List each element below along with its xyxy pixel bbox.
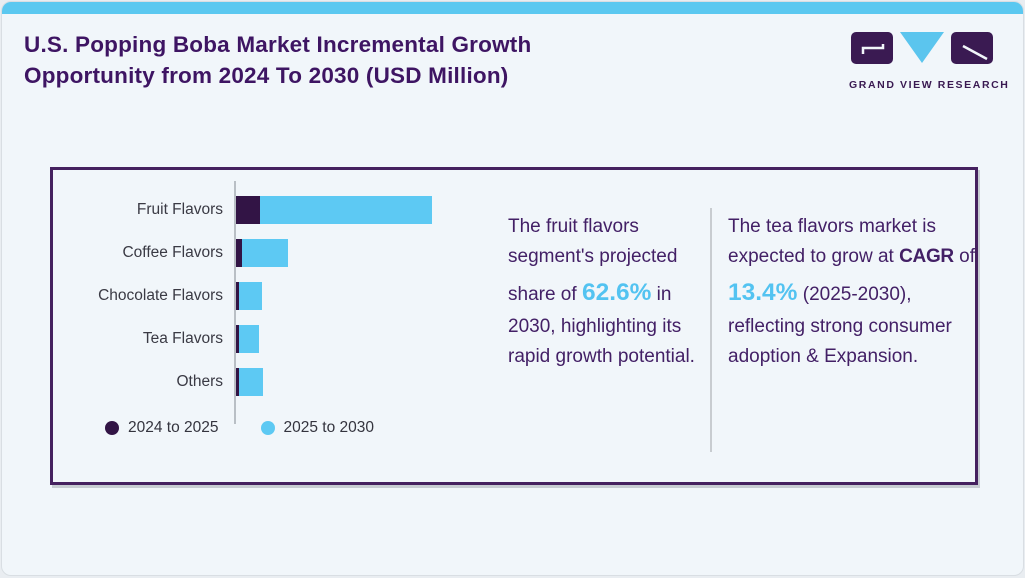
- legend-dot-icon: [260, 421, 275, 435]
- legend-label: 2025 to 2030: [283, 419, 375, 436]
- bar-segment-2024-to-2025: [235, 238, 242, 267]
- category-label: Coffee Flavors: [122, 243, 223, 261]
- chart-row: Coffee Flavors: [65, 231, 505, 274]
- bar-segment-2025-to-2030: [260, 195, 432, 224]
- bar-segment-2025-to-2030: [242, 238, 288, 267]
- legend-label: 2024 to 2025: [128, 419, 219, 436]
- chart-legend: 2024 to 2025 2025 to 2030: [105, 419, 505, 437]
- insight-highlight-value: 62.6%: [581, 278, 652, 306]
- category-label: Others: [176, 372, 223, 390]
- insight-text: in 2030, highlighting its rapid growth p…: [508, 283, 695, 368]
- gvr-logo-icon: [851, 32, 993, 64]
- category-label: Chocolate Flavors: [98, 286, 223, 304]
- bar-stack: [235, 281, 262, 310]
- bar-stack: [235, 238, 288, 267]
- gvr-logo-wordmark: GRAND VIEW RESEARCH: [849, 79, 1010, 91]
- page-title-line2: Opportunity from 2024 To 2030 (USD Milli…: [24, 63, 509, 89]
- chart-row: Chocolate Flavors: [65, 274, 505, 317]
- chart-plot-area: Fruit Flavors Coffee Flavors Chocolate Fla…: [65, 181, 505, 424]
- bar-segment-2025-to-2030: [239, 324, 259, 353]
- bar-segment-2024-to-2025: [235, 367, 239, 396]
- chart-row: Others: [65, 360, 505, 403]
- chart-row: Tea Flavors: [65, 317, 505, 360]
- insight-text: The tea flavors market is expected to gr…: [728, 216, 937, 268]
- chart-card: Fruit Flavors Coffee Flavors Chocolate Fla…: [50, 167, 978, 485]
- insight-text: The fruit flavors segment's projected sh…: [508, 216, 678, 305]
- column-divider: [710, 208, 712, 452]
- insight-highlight-value: 13.4%: [728, 278, 798, 306]
- bar-chart: Fruit Flavors Coffee Flavors Chocolate Fla…: [65, 181, 505, 437]
- bar-segment-2025-to-2030: [239, 281, 262, 310]
- category-label: Tea Flavors: [142, 329, 223, 347]
- legend-dot-icon: [105, 421, 119, 435]
- category-label: Fruit Flavors: [136, 200, 223, 218]
- bar-segment-2024-to-2025: [235, 281, 239, 310]
- bar-stack: [235, 367, 263, 396]
- bar-segment-2025-to-2030: [239, 367, 263, 396]
- bar-segment-2024-to-2025: [235, 324, 239, 353]
- top-accent-bar: [2, 2, 1023, 14]
- bar-segment-2024-to-2025: [235, 195, 260, 224]
- page-title-line1: U.S. Popping Boba Market Incremental Gro…: [24, 32, 532, 57]
- insight-text: of: [953, 246, 975, 268]
- bar-stack: [235, 324, 259, 353]
- chart-row: Fruit Flavors: [65, 188, 505, 231]
- insight-tea-flavors: The tea flavors market is expected to gr…: [728, 212, 978, 373]
- legend-item-2024-to-2025: 2024 to 2025: [105, 419, 219, 437]
- gvr-logo: GRAND VIEW RESEARCH: [849, 30, 1010, 91]
- y-axis-line: [234, 181, 236, 424]
- bar-stack: [235, 195, 432, 224]
- insight-text: (2025‑2030), reflecting strong consumer …: [728, 283, 952, 368]
- legend-item-2025-to-2030: 2025 to 2030: [260, 419, 375, 437]
- insight-cagr-label: CAGR: [899, 246, 954, 268]
- page-title: U.S. Popping Boba Market Incremental Gro…: [24, 29, 684, 91]
- insight-fruit-flavors: The fruit flavors segment's projected sh…: [508, 212, 708, 373]
